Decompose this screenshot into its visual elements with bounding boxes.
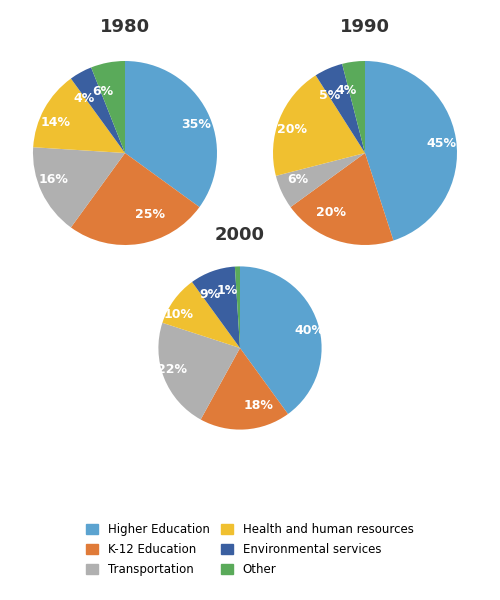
Text: 16%: 16% [38, 173, 68, 186]
Wedge shape [290, 153, 394, 245]
Text: 25%: 25% [135, 208, 165, 221]
Text: 1%: 1% [217, 284, 238, 298]
Legend: Higher Education, K-12 Education, Transportation, Health and human resources, En: Higher Education, K-12 Education, Transp… [80, 517, 419, 582]
Wedge shape [365, 61, 457, 241]
Text: 14%: 14% [40, 116, 70, 130]
Wedge shape [235, 266, 240, 348]
Text: 20%: 20% [316, 206, 346, 219]
Text: 6%: 6% [288, 173, 308, 186]
Text: 4%: 4% [74, 92, 95, 104]
Text: 20%: 20% [277, 124, 307, 136]
Wedge shape [125, 61, 217, 207]
Wedge shape [91, 61, 125, 153]
Wedge shape [273, 76, 365, 176]
Text: 10%: 10% [164, 308, 194, 321]
Text: 40%: 40% [294, 324, 324, 337]
Wedge shape [33, 147, 125, 227]
Wedge shape [158, 323, 240, 419]
Text: 5%: 5% [319, 89, 340, 102]
Wedge shape [33, 79, 125, 153]
Title: 2000: 2000 [215, 226, 265, 244]
Text: 9%: 9% [200, 288, 220, 301]
Wedge shape [162, 282, 240, 348]
Wedge shape [342, 61, 365, 153]
Wedge shape [200, 348, 288, 430]
Wedge shape [316, 64, 365, 153]
Text: 35%: 35% [180, 118, 210, 131]
Wedge shape [276, 153, 365, 207]
Wedge shape [240, 266, 322, 414]
Wedge shape [71, 67, 125, 153]
Text: 18%: 18% [244, 398, 274, 412]
Title: 1990: 1990 [340, 19, 390, 37]
Text: 4%: 4% [336, 85, 357, 97]
Text: 6%: 6% [92, 85, 114, 98]
Title: 1980: 1980 [100, 19, 150, 37]
Text: 22%: 22% [157, 362, 187, 376]
Wedge shape [192, 266, 240, 348]
Wedge shape [71, 153, 200, 245]
Text: 45%: 45% [427, 137, 457, 150]
